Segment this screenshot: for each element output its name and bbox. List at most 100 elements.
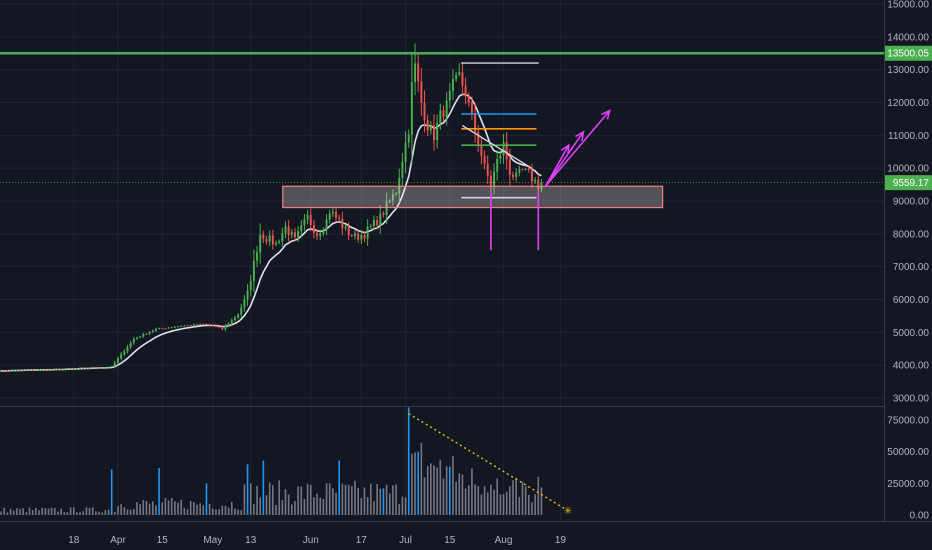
candle-body	[486, 163, 489, 176]
candle-body	[0, 370, 3, 372]
candle-body	[180, 325, 183, 327]
volume-bar	[91, 507, 94, 515]
candle-body	[224, 325, 227, 330]
volume-bar	[291, 504, 293, 515]
volume-bar	[101, 512, 103, 515]
price-tick-label: 14000.00	[887, 32, 929, 43]
price-scale-panel	[884, 0, 932, 550]
candle-body	[94, 367, 97, 369]
volume-bar	[189, 501, 192, 515]
volume-bar	[385, 484, 388, 515]
volume-bar	[151, 501, 154, 515]
volume-bar	[430, 463, 432, 515]
candle-body	[259, 234, 262, 253]
time-scale-panel	[0, 521, 932, 550]
candle-body	[31, 369, 34, 371]
volume-bar	[202, 505, 205, 515]
volume-bar	[455, 481, 457, 515]
volume-bar	[537, 476, 540, 515]
candle-body	[382, 213, 385, 216]
candle-body	[354, 233, 356, 237]
candle-body	[322, 229, 325, 234]
candle-body	[480, 145, 483, 157]
volume-bar	[9, 508, 12, 515]
volume-bar	[363, 487, 366, 515]
candle-body	[196, 324, 198, 326]
candle-body	[123, 351, 126, 355]
volume-bar	[16, 508, 18, 515]
candle-body	[202, 323, 205, 325]
candle-body	[227, 323, 230, 326]
candle-body	[271, 235, 274, 245]
candle-body	[426, 120, 429, 131]
time-tick-label: 17	[356, 535, 368, 546]
volume-bar	[54, 507, 56, 515]
volume-bar	[499, 494, 502, 515]
volume-bar	[382, 488, 385, 515]
candle-body	[28, 369, 31, 371]
candle-body	[9, 370, 12, 372]
price-tick-label: 12000.00	[887, 98, 929, 109]
volume-bar	[417, 451, 419, 515]
candle-body	[414, 63, 417, 83]
volume-bar	[370, 483, 372, 515]
candle-body	[233, 317, 236, 321]
volume-bar	[123, 507, 126, 515]
volume-bar	[376, 484, 378, 515]
volume-bar	[433, 465, 435, 515]
candle-body	[376, 219, 379, 226]
volume-bar	[354, 480, 356, 515]
volume-bar	[300, 486, 303, 515]
candle-body	[237, 314, 240, 318]
volume-bar	[253, 504, 255, 515]
volume-bar	[240, 510, 243, 515]
candle-body	[423, 102, 426, 121]
volume-trend-marker: ✳	[564, 506, 572, 517]
candle-body	[252, 260, 255, 282]
volume-bar	[306, 483, 309, 515]
candle-body	[505, 142, 508, 160]
last-price-tag-bg	[885, 175, 932, 191]
candle-body	[391, 194, 394, 201]
candle-body	[208, 324, 211, 326]
volume-bar	[505, 491, 508, 515]
candle-body	[455, 74, 458, 80]
time-tick-label: May	[203, 535, 222, 546]
volume-bar	[95, 511, 97, 515]
candle-body	[164, 328, 167, 330]
time-tick-label: 15	[157, 535, 169, 546]
candle-body	[448, 90, 451, 101]
volume-bar	[28, 507, 31, 515]
volume-bar	[196, 504, 198, 515]
candle-body	[265, 238, 268, 242]
volume-bar	[148, 503, 151, 515]
volume-bar	[309, 484, 312, 515]
candle-body	[151, 330, 154, 333]
volume-bar	[158, 468, 160, 515]
candle-body	[110, 366, 113, 368]
candle-body	[173, 326, 176, 328]
price-tick-label: 6000.00	[893, 295, 930, 306]
candle-body	[433, 125, 435, 141]
volume-bar	[142, 499, 145, 515]
volume-bar	[423, 477, 426, 515]
candle-body	[161, 328, 164, 330]
volume-bar	[205, 483, 208, 515]
volume-bar	[199, 503, 201, 515]
candle-body	[347, 226, 350, 236]
volume-bar	[284, 489, 287, 515]
candle-body	[218, 326, 221, 328]
volume-bar	[480, 494, 483, 515]
volume-bar	[268, 482, 271, 515]
volume-bar	[452, 456, 454, 515]
candle-body	[268, 235, 271, 242]
volume-bar	[515, 477, 517, 515]
volume-bar	[82, 511, 85, 515]
candle-body	[338, 217, 341, 219]
candle-body	[6, 370, 9, 372]
volume-bar	[183, 507, 186, 515]
candle-body	[534, 179, 537, 182]
candle-body	[22, 369, 25, 371]
volume-bar	[107, 509, 110, 515]
